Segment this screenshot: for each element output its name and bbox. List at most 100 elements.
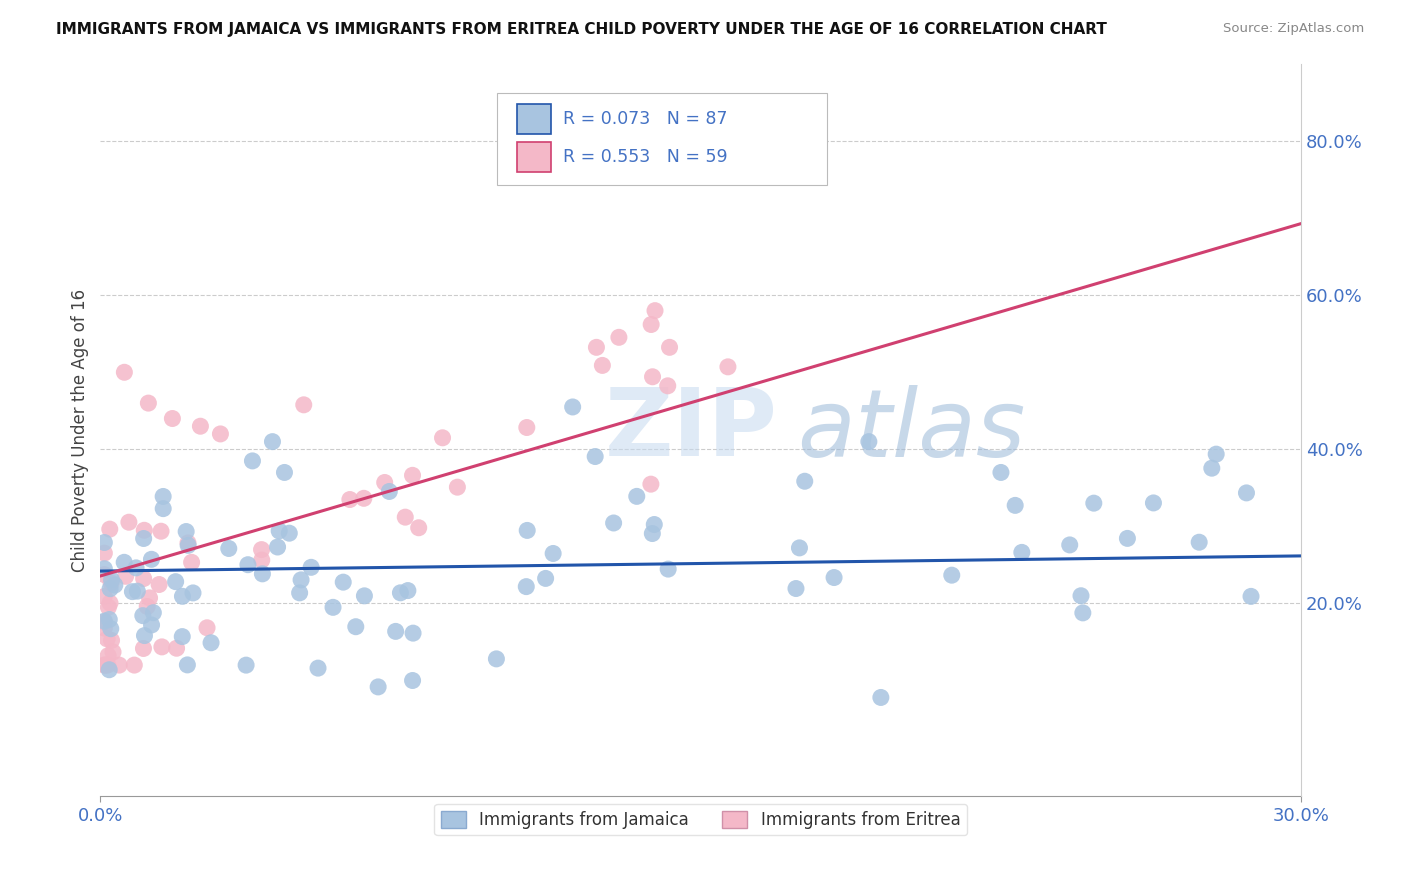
Point	[641, 369, 664, 384]
Point	[97, 600, 120, 615]
Point	[236, 558, 259, 572]
Point	[402, 626, 425, 640]
Point	[394, 510, 416, 524]
Point	[1236, 486, 1258, 500]
Point	[657, 379, 679, 393]
Point	[432, 431, 454, 445]
Point	[132, 572, 155, 586]
Point	[793, 475, 815, 489]
Point	[124, 658, 146, 673]
Point	[401, 468, 423, 483]
Point	[717, 359, 740, 374]
Point	[1116, 532, 1139, 546]
Point	[200, 636, 222, 650]
Point	[100, 575, 122, 590]
Point	[112, 365, 135, 379]
Point	[640, 477, 662, 491]
Point	[353, 589, 375, 603]
Point	[389, 586, 412, 600]
Point	[288, 586, 311, 600]
Point	[299, 560, 322, 574]
Point	[353, 491, 375, 506]
Point	[176, 657, 198, 672]
Point	[150, 524, 173, 539]
Point	[269, 524, 291, 538]
Point	[93, 658, 115, 673]
Point	[485, 652, 508, 666]
Point	[100, 622, 122, 636]
Point	[134, 629, 156, 643]
Point	[209, 426, 232, 441]
Point	[127, 584, 149, 599]
Point	[273, 466, 295, 480]
Point	[177, 536, 200, 550]
Point	[190, 419, 212, 434]
Point	[1083, 496, 1105, 510]
Point	[1070, 589, 1092, 603]
Point	[641, 526, 664, 541]
Point	[98, 596, 121, 610]
Text: IMMIGRANTS FROM JAMAICA VS IMMIGRANTS FROM ERITREA CHILD POVERTY UNDER THE AGE O: IMMIGRANTS FROM JAMAICA VS IMMIGRANTS FR…	[56, 22, 1107, 37]
Point	[93, 614, 115, 628]
Point	[148, 577, 170, 591]
Point	[1201, 461, 1223, 475]
Point	[136, 599, 159, 614]
Point	[152, 490, 174, 504]
Point	[134, 523, 156, 537]
Point	[1240, 590, 1263, 604]
Point	[93, 590, 115, 604]
Point	[1011, 545, 1033, 559]
Point	[93, 562, 115, 576]
Point	[534, 571, 557, 585]
Point	[583, 450, 606, 464]
Point	[165, 574, 187, 589]
Point	[181, 586, 204, 600]
Point	[516, 420, 538, 434]
Text: ZIP: ZIP	[605, 384, 778, 476]
Point	[401, 673, 423, 688]
Point	[138, 591, 160, 605]
Point	[307, 661, 329, 675]
Point	[114, 569, 136, 583]
Point	[121, 584, 143, 599]
Point	[132, 608, 155, 623]
Point	[515, 580, 537, 594]
Point	[516, 524, 538, 538]
Point	[180, 555, 202, 569]
Point	[640, 318, 662, 332]
Point	[607, 330, 630, 344]
Point	[93, 615, 115, 629]
Point	[262, 434, 284, 449]
Point	[332, 575, 354, 590]
Text: Source: ZipAtlas.com: Source: ZipAtlas.com	[1223, 22, 1364, 36]
Point	[93, 567, 115, 582]
Point	[378, 484, 401, 499]
Point	[141, 552, 163, 566]
Text: atlas: atlas	[797, 384, 1025, 475]
Point	[98, 613, 121, 627]
Point	[626, 489, 648, 503]
Point	[142, 606, 165, 620]
Point	[644, 303, 666, 318]
Point	[250, 542, 273, 557]
Point	[1059, 538, 1081, 552]
Point	[177, 538, 200, 552]
Point	[1004, 499, 1026, 513]
Point	[290, 573, 312, 587]
Point	[98, 663, 121, 677]
Point	[100, 573, 122, 587]
Y-axis label: Child Poverty Under the Age of 16: Child Poverty Under the Age of 16	[72, 288, 89, 572]
Point	[1188, 535, 1211, 549]
Point	[858, 434, 880, 449]
Point	[118, 515, 141, 529]
Point	[172, 630, 194, 644]
Point	[138, 396, 160, 410]
Point	[585, 340, 607, 354]
Point	[93, 621, 115, 635]
Point	[94, 658, 117, 673]
Text: R = 0.553   N = 59: R = 0.553 N = 59	[562, 148, 727, 166]
Point	[292, 398, 315, 412]
Point	[218, 541, 240, 556]
Point	[789, 541, 811, 555]
Point	[104, 578, 127, 592]
